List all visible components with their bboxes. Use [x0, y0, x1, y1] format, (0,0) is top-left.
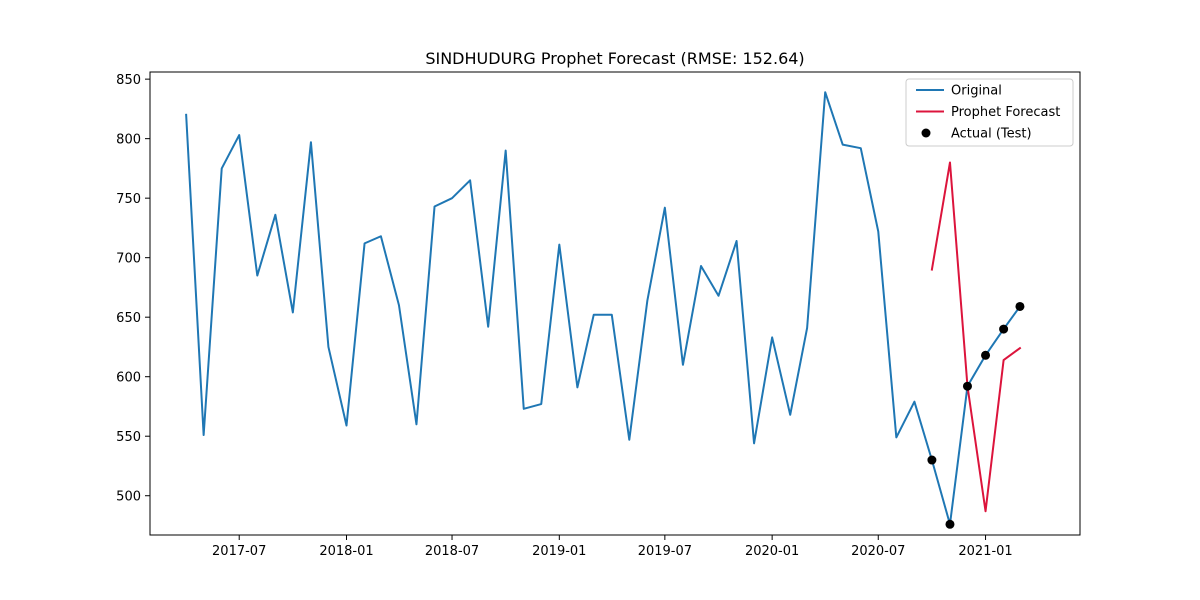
- x-tick-label: 2017-07: [212, 544, 266, 559]
- data-point-actual-test: [999, 324, 1009, 334]
- data-point-actual-test: [981, 350, 991, 360]
- chart-title: SINDHUDURG Prophet Forecast (RMSE: 152.6…: [425, 49, 804, 68]
- y-tick-label: 800: [116, 133, 141, 148]
- legend-swatch-marker: [921, 128, 931, 138]
- x-tick-label: 2018-01: [319, 544, 373, 559]
- y-tick-label: 700: [116, 252, 141, 267]
- y-tick-label: 500: [116, 490, 141, 505]
- legend-label: Actual (Test): [951, 127, 1032, 142]
- x-tick-label: 2021-01: [958, 544, 1012, 559]
- legend-label: Original: [951, 84, 1002, 99]
- x-tick-label: 2019-07: [638, 544, 692, 559]
- y-tick-label: 550: [116, 430, 141, 445]
- legend-box: [905, 78, 1074, 147]
- data-point-actual-test: [1015, 301, 1025, 311]
- axes-frame: [149, 71, 1081, 536]
- legend: Original Prophet Forecast Actual (Test): [905, 78, 1074, 147]
- legend-label: Prophet Forecast: [951, 105, 1060, 120]
- y-tick-label: 750: [116, 192, 141, 207]
- x-tick-label: 2020-01: [745, 544, 799, 559]
- y-tick-label: 650: [116, 311, 141, 326]
- x-tick-label: 2018-07: [425, 544, 479, 559]
- series-line-prophet-forecast: [930, 161, 1022, 513]
- axes: 2017-07 2018-01 2018-07 2019-01 2019-07 2020-…: [116, 71, 1081, 559]
- plot-area: [185, 91, 1025, 529]
- x-tick-label: 2020-07: [851, 544, 905, 559]
- x-tick-label: 2019-01: [532, 544, 586, 559]
- data-point-actual-test: [927, 455, 937, 465]
- y-tick-label: 600: [116, 371, 141, 386]
- y-tick-label: 850: [116, 73, 141, 88]
- data-point-actual-test: [945, 519, 955, 529]
- series-line-original: [185, 91, 1022, 526]
- data-point-actual-test: [962, 381, 972, 391]
